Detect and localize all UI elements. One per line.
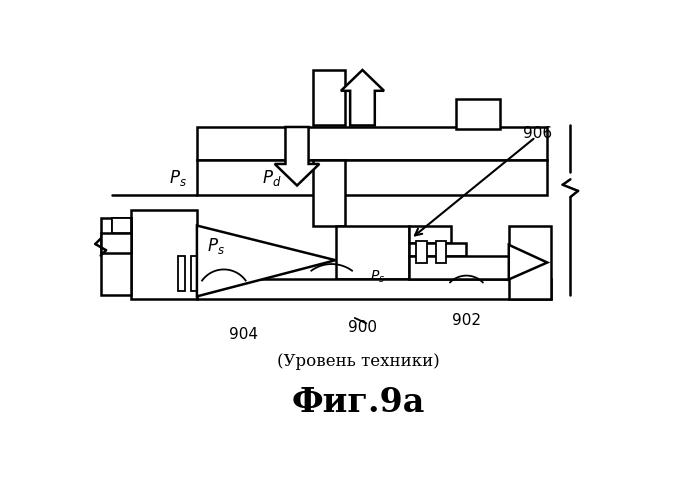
Text: 906: 906	[524, 126, 553, 140]
Bar	[197, 280, 551, 298]
Polygon shape	[509, 245, 547, 280]
Bar	[101, 233, 131, 252]
Bar	[509, 226, 551, 298]
Text: 904: 904	[229, 328, 258, 342]
Text: $P_s$: $P_s$	[168, 168, 187, 188]
Bar	[113, 218, 131, 248]
Polygon shape	[197, 226, 336, 296]
Bar	[313, 160, 345, 226]
Bar	[191, 256, 199, 291]
Bar	[409, 226, 451, 244]
Bar	[113, 218, 131, 233]
Text: 902: 902	[452, 313, 481, 328]
Text: $P_d$: $P_d$	[262, 168, 281, 188]
Bar	[456, 98, 500, 130]
Bar	[417, 241, 427, 262]
Polygon shape	[341, 70, 384, 126]
Bar	[204, 256, 212, 291]
Bar	[435, 241, 447, 262]
Bar	[313, 70, 345, 126]
Bar	[409, 244, 466, 256]
Bar	[131, 210, 197, 298]
Bar	[197, 160, 547, 194]
Bar	[101, 218, 131, 295]
Bar	[178, 256, 185, 291]
Text: Фиг.9а: Фиг.9а	[292, 386, 425, 419]
Text: 900: 900	[348, 320, 377, 336]
Bar	[409, 256, 509, 280]
Bar	[336, 226, 409, 280]
Bar	[197, 127, 547, 160]
Text: (Уровень техники): (Уровень техники)	[278, 354, 440, 370]
Text: $P_s$: $P_s$	[370, 269, 385, 285]
Text: $P_s$: $P_s$	[208, 236, 225, 256]
Polygon shape	[275, 127, 319, 186]
